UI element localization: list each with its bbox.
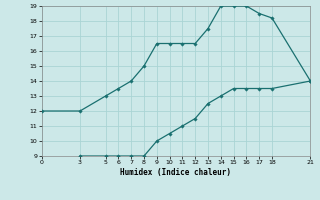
X-axis label: Humidex (Indice chaleur): Humidex (Indice chaleur) bbox=[121, 168, 231, 177]
